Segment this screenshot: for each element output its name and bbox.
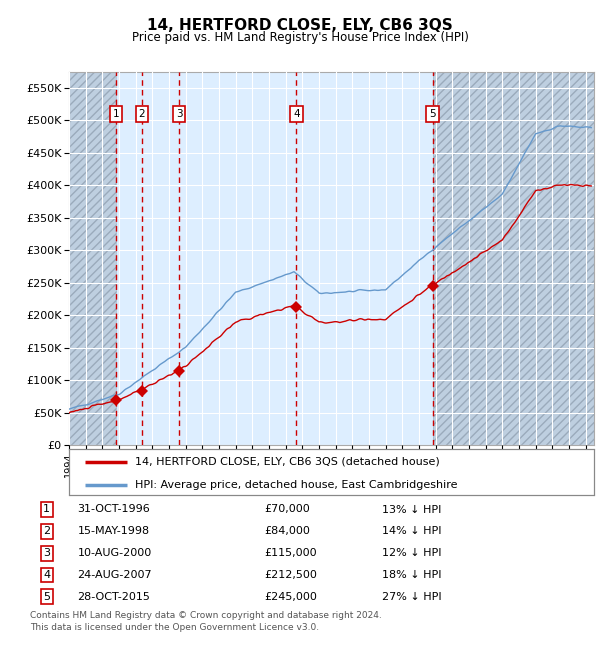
Text: 3: 3 <box>176 109 182 119</box>
Text: 2: 2 <box>139 109 145 119</box>
Text: 14, HERTFORD CLOSE, ELY, CB6 3QS: 14, HERTFORD CLOSE, ELY, CB6 3QS <box>147 18 453 33</box>
Text: £115,000: £115,000 <box>265 548 317 558</box>
Text: 28-OCT-2015: 28-OCT-2015 <box>77 592 151 602</box>
Text: Contains HM Land Registry data © Crown copyright and database right 2024.: Contains HM Land Registry data © Crown c… <box>30 611 382 620</box>
Text: 13% ↓ HPI: 13% ↓ HPI <box>382 504 441 514</box>
Text: 27% ↓ HPI: 27% ↓ HPI <box>382 592 441 602</box>
Text: £245,000: £245,000 <box>265 592 317 602</box>
Text: 3: 3 <box>43 548 50 558</box>
Bar <box>69 72 116 445</box>
Text: 10-AUG-2000: 10-AUG-2000 <box>77 548 152 558</box>
Bar <box>433 72 594 445</box>
Text: 14, HERTFORD CLOSE, ELY, CB6 3QS (detached house): 14, HERTFORD CLOSE, ELY, CB6 3QS (detach… <box>134 456 439 467</box>
Text: £70,000: £70,000 <box>265 504 310 514</box>
Text: HPI: Average price, detached house, East Cambridgeshire: HPI: Average price, detached house, East… <box>134 480 457 490</box>
Text: 2: 2 <box>43 526 50 536</box>
Text: 5: 5 <box>43 592 50 602</box>
Text: 15-MAY-1998: 15-MAY-1998 <box>77 526 149 536</box>
Text: 12% ↓ HPI: 12% ↓ HPI <box>382 548 441 558</box>
Text: 18% ↓ HPI: 18% ↓ HPI <box>382 570 441 580</box>
Text: 4: 4 <box>43 570 50 580</box>
Text: 5: 5 <box>430 109 436 119</box>
Text: £84,000: £84,000 <box>265 526 310 536</box>
Text: 14% ↓ HPI: 14% ↓ HPI <box>382 526 441 536</box>
Text: £212,500: £212,500 <box>265 570 317 580</box>
Bar <box>69 72 116 445</box>
Text: This data is licensed under the Open Government Licence v3.0.: This data is licensed under the Open Gov… <box>30 623 319 632</box>
Text: 1: 1 <box>43 504 50 514</box>
Text: Price paid vs. HM Land Registry's House Price Index (HPI): Price paid vs. HM Land Registry's House … <box>131 31 469 44</box>
Text: 1: 1 <box>113 109 119 119</box>
Text: 4: 4 <box>293 109 299 119</box>
Text: 24-AUG-2007: 24-AUG-2007 <box>77 570 152 580</box>
Text: 31-OCT-1996: 31-OCT-1996 <box>77 504 150 514</box>
Bar <box>433 72 594 445</box>
